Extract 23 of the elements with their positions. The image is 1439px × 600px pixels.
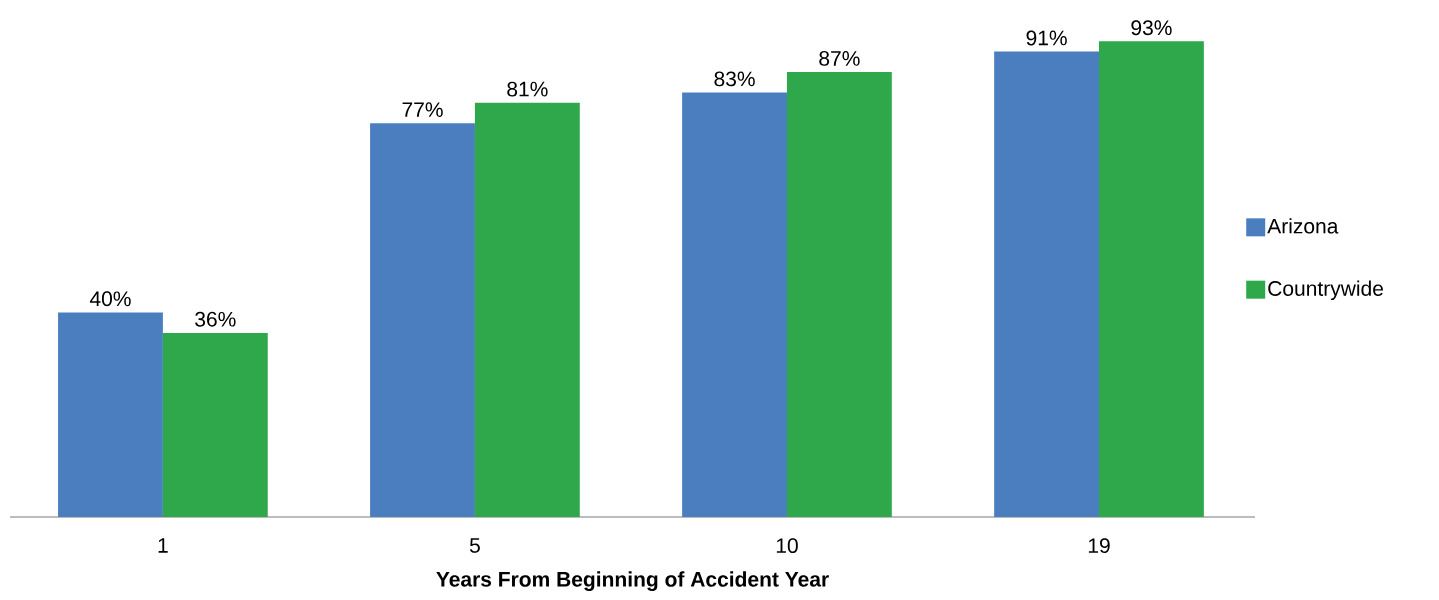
data-label: 83% [714, 71, 755, 87]
x-tick-label: 5 [469, 538, 480, 553]
data-label: 40% [89, 291, 131, 307]
x-tick-label: 10 [776, 538, 798, 554]
legend-label: Countrywide [1268, 280, 1383, 301]
bar [994, 51, 1099, 517]
data-label: 77% [402, 102, 443, 117]
data-label: 87% [819, 50, 860, 66]
bar [162, 332, 268, 517]
bar [682, 92, 787, 517]
data-label: 36% [195, 311, 236, 327]
x-tick-label: 19 [1088, 538, 1110, 554]
x-axis-title: Years From Beginning of Accident Year [436, 571, 829, 591]
bar [474, 102, 580, 517]
bar [58, 312, 163, 517]
data-label: 91% [1026, 30, 1067, 46]
bar [370, 123, 475, 517]
legend-label: Arizona [1267, 218, 1339, 234]
data-label: 81% [507, 81, 548, 97]
bar [786, 72, 892, 517]
bar [1099, 41, 1204, 517]
x-tick-label: 1 [158, 538, 168, 553]
data-label: 93% [1131, 20, 1172, 36]
